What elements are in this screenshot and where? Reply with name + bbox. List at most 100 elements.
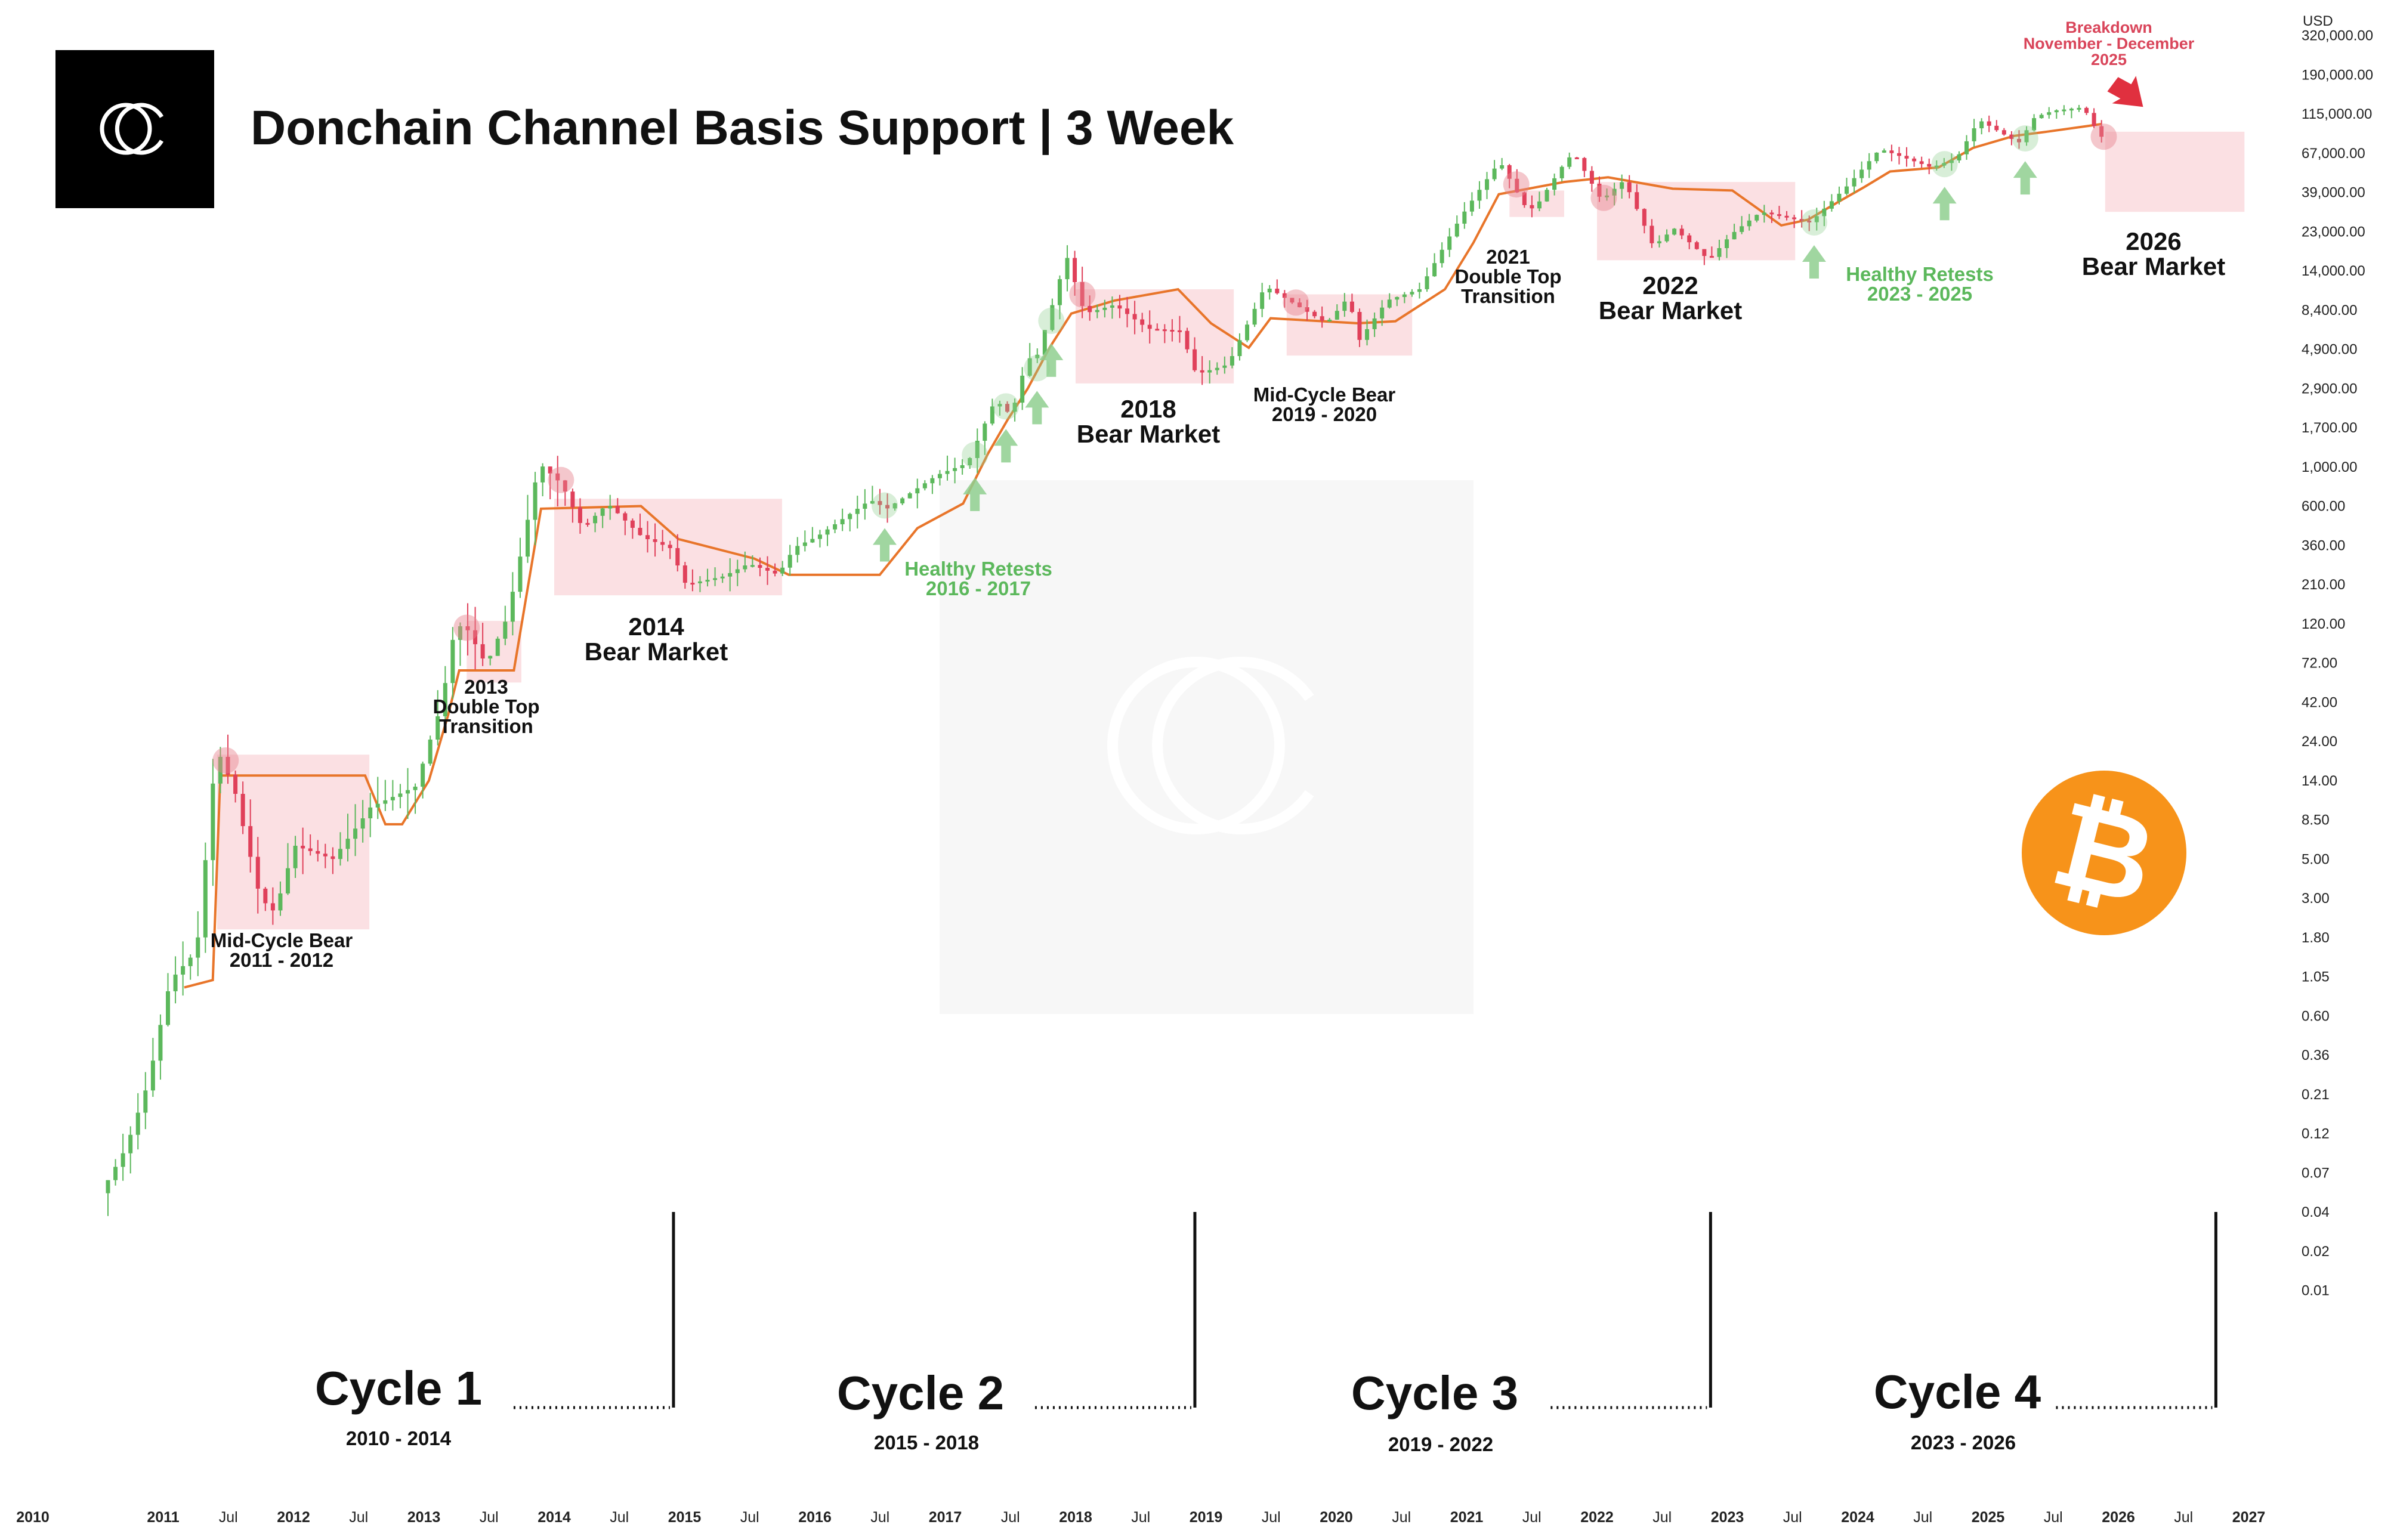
candle bbox=[143, 1072, 148, 1130]
rejection-circle-4 bbox=[1283, 289, 1309, 316]
candle-body bbox=[945, 471, 950, 474]
candle-body bbox=[817, 534, 822, 539]
x-tick-label: Jul bbox=[1913, 1509, 1932, 1526]
candle bbox=[1627, 175, 1632, 199]
candle-body bbox=[1777, 214, 1781, 217]
candle-body bbox=[1012, 403, 1017, 412]
candle-body bbox=[975, 441, 980, 458]
candle bbox=[787, 545, 792, 576]
candle bbox=[1387, 293, 1392, 309]
candle bbox=[1814, 208, 1819, 231]
candle-body bbox=[218, 756, 223, 784]
candle bbox=[1395, 296, 1400, 307]
candle bbox=[1949, 153, 1954, 171]
candle-body bbox=[1469, 200, 1474, 212]
candle-body bbox=[1679, 228, 1684, 236]
candle bbox=[1589, 166, 1594, 192]
annotation-double-top-2021: 2021 Double Top Transition bbox=[1454, 246, 1562, 307]
candle bbox=[526, 494, 530, 563]
candle bbox=[1102, 299, 1107, 318]
candle-body bbox=[360, 818, 365, 829]
candle bbox=[1305, 299, 1309, 321]
candle-body bbox=[555, 473, 560, 481]
candle-body bbox=[937, 474, 942, 478]
candle-body bbox=[1492, 168, 1497, 180]
candle-body bbox=[1110, 305, 1114, 308]
candle-body bbox=[585, 522, 590, 525]
candle-body bbox=[900, 498, 905, 503]
candle bbox=[1492, 160, 1497, 181]
candle-body bbox=[1559, 166, 1564, 178]
candle-body bbox=[1747, 220, 1752, 227]
candle bbox=[758, 557, 762, 577]
candle-body bbox=[563, 480, 567, 492]
candle bbox=[600, 508, 605, 528]
candle bbox=[1859, 161, 1864, 183]
candle bbox=[2024, 126, 2029, 146]
candle-body bbox=[968, 457, 972, 465]
y-tick-label: 600.00 bbox=[2302, 499, 2345, 515]
candle bbox=[1649, 219, 1654, 248]
candle-body bbox=[1845, 186, 1849, 194]
candle-body bbox=[1642, 209, 1647, 226]
y-tick-label: 4,900.00 bbox=[2302, 342, 2357, 358]
cycle-2-label: Cycle 2 bbox=[836, 1366, 1005, 1420]
candle bbox=[218, 747, 223, 794]
candle bbox=[1740, 216, 1744, 234]
retest-arrow-icon-7 bbox=[2013, 161, 2037, 195]
y-tick-label: 0.07 bbox=[2302, 1165, 2330, 1181]
candle bbox=[1185, 327, 1190, 353]
candle-body bbox=[435, 716, 440, 740]
candle-body bbox=[1260, 292, 1265, 309]
bear-zone-5 bbox=[1509, 190, 1564, 217]
candle-body bbox=[226, 756, 230, 775]
candle-body bbox=[1522, 192, 1527, 205]
candle bbox=[750, 555, 755, 568]
candle-body bbox=[1170, 330, 1175, 332]
candle-body bbox=[2069, 109, 2074, 111]
candle-body bbox=[1852, 178, 1856, 187]
candle-body bbox=[308, 848, 313, 851]
candle-body bbox=[855, 509, 860, 514]
candle-body bbox=[1500, 165, 1505, 169]
candle bbox=[353, 804, 358, 856]
candle-body bbox=[1582, 157, 1587, 171]
x-tick-label: 2022 bbox=[1580, 1509, 1614, 1526]
candle-body bbox=[953, 468, 957, 471]
candle-body bbox=[922, 483, 927, 488]
candle-body bbox=[1027, 358, 1032, 376]
candle-body bbox=[1222, 365, 1227, 368]
candle bbox=[1927, 158, 1932, 175]
candle-body bbox=[1725, 239, 1729, 249]
candle-body bbox=[1447, 236, 1452, 250]
candle-body bbox=[825, 529, 830, 535]
x-tick-label: Jul bbox=[1262, 1509, 1281, 1526]
candle-body bbox=[211, 783, 215, 861]
retest-circle-5 bbox=[1800, 209, 1827, 236]
candle bbox=[983, 421, 987, 455]
candle-body bbox=[135, 1112, 140, 1135]
candle-body bbox=[1597, 184, 1602, 197]
x-tick-label: Jul bbox=[1522, 1509, 1542, 1526]
candle-body bbox=[1829, 201, 1834, 209]
candle-body bbox=[338, 849, 342, 859]
retest-circle-6 bbox=[1931, 151, 1958, 178]
candle-body bbox=[1807, 220, 1812, 222]
candle-body bbox=[458, 626, 462, 640]
candle-body bbox=[915, 488, 920, 494]
candle bbox=[817, 530, 822, 548]
candle-body bbox=[421, 763, 425, 787]
y-tick-label: 67,000.00 bbox=[2302, 146, 2365, 162]
candle-body bbox=[196, 937, 200, 958]
candle bbox=[1500, 157, 1505, 171]
candle-body bbox=[1612, 188, 1617, 196]
y-tick-label: 0.12 bbox=[2302, 1126, 2330, 1142]
candle bbox=[1282, 290, 1287, 308]
y-tick-label: 24.00 bbox=[2302, 734, 2337, 750]
candle bbox=[1829, 194, 1834, 212]
candle bbox=[2069, 107, 2074, 119]
candle bbox=[293, 836, 298, 879]
candle-body bbox=[577, 507, 582, 523]
candle-body bbox=[1867, 161, 1871, 170]
